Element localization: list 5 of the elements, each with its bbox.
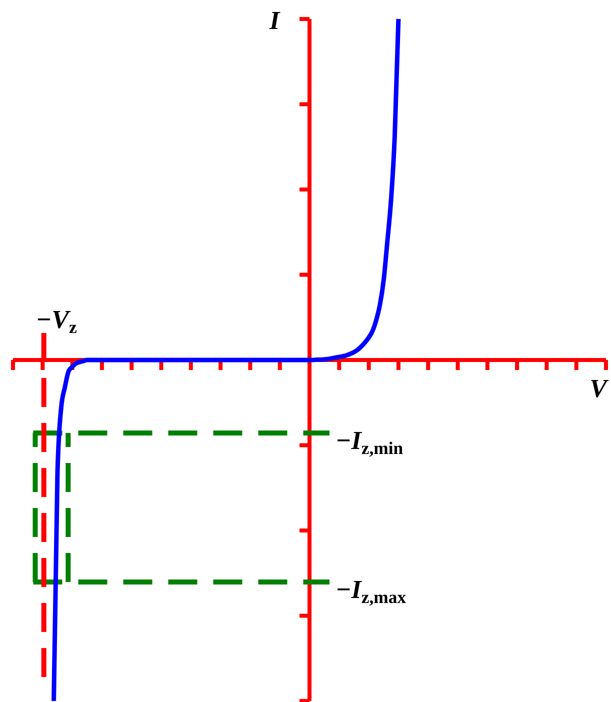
- y-axis-title: I: [268, 6, 280, 35]
- annotation: −V$_{z}$: [36, 305, 77, 338]
- ref-line-label: −I$_{z,max}$: [336, 574, 406, 608]
- ref-line-label: −I$_{z,min}$: [336, 426, 404, 458]
- x-axis-title: V: [590, 374, 610, 403]
